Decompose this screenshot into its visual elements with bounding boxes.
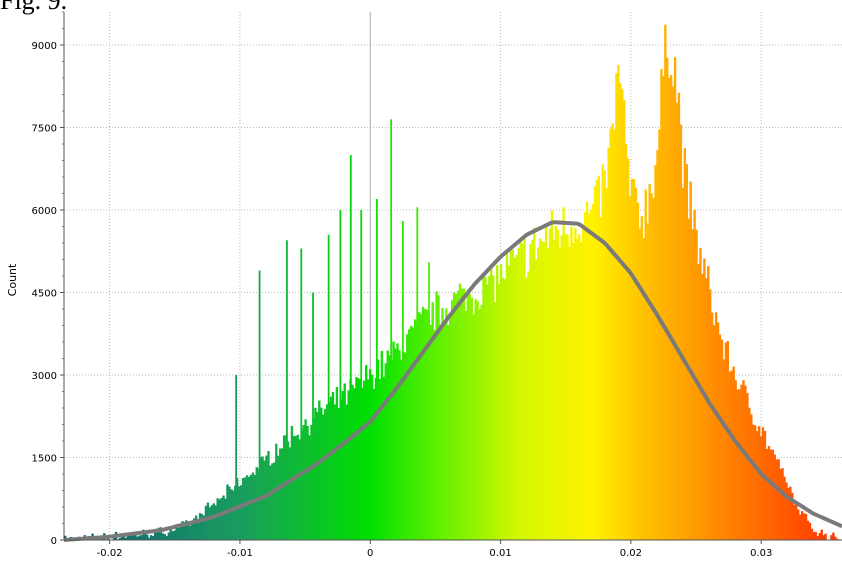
y-tick-label: 4500 <box>32 289 57 300</box>
histogram-spike <box>360 210 362 540</box>
histogram-spike <box>350 155 352 540</box>
y-tick-label: 1500 <box>32 454 57 465</box>
x-tick-label: 0 <box>367 548 373 559</box>
y-tick-label: 0 <box>51 536 57 547</box>
y-tick-label: 3000 <box>32 371 57 382</box>
histogram-spike <box>376 199 378 540</box>
histogram-spike <box>339 210 341 540</box>
x-tick-label: -0.01 <box>227 548 253 559</box>
y-tick-label: 9000 <box>32 41 57 52</box>
x-tick-label: 0.03 <box>750 548 772 559</box>
y-tick-label: 6000 <box>32 206 57 217</box>
histogram-spike <box>428 262 430 540</box>
x-tick-label: 0.01 <box>489 548 511 559</box>
y-axis-label: Count <box>6 263 19 296</box>
histogram-spike <box>312 293 314 541</box>
histogram-spike <box>300 249 302 541</box>
histogram-bars <box>64 25 838 540</box>
y-tick-label: 7500 <box>32 124 57 135</box>
histogram-bar <box>824 534 826 540</box>
histogram-spike <box>328 235 330 540</box>
histogram-spike <box>235 375 237 540</box>
histogram-spike <box>286 240 288 540</box>
histogram-spike <box>416 207 418 540</box>
x-tick-label: 0.02 <box>620 548 642 559</box>
histogram-spike <box>390 119 392 540</box>
figure-label: Fig. 9. <box>0 0 67 16</box>
x-tick-label: -0.02 <box>97 548 123 559</box>
